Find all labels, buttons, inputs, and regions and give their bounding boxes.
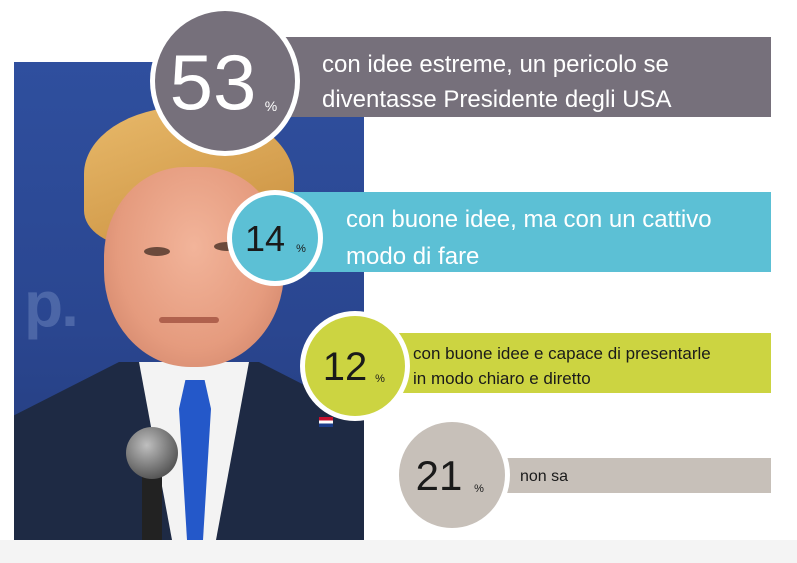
microphone-icon [126,427,178,479]
bar-label-2-line-2: modo di fare [346,243,479,270]
bar-label-4-line-1: non sa [520,468,568,485]
flag-pin [319,417,333,427]
value-circle-2 [232,195,318,281]
value-circle-1 [155,11,295,151]
bar-label-3-line-2: in modo chiaro e diretto [413,369,591,388]
value-label-2: 14 [245,218,285,259]
value-circle-3 [305,316,405,416]
percent-sign-3: % [375,373,385,385]
portrait-photo: p. [14,62,364,540]
percent-sign-1: % [265,98,277,114]
value-label-3: 12 [323,345,368,389]
microphone-stem [142,472,162,540]
bar-label-2-line-1: con buone idee, ma con un cattivo [346,206,712,233]
value-label-1: 53 [170,38,257,126]
bottom-band [0,540,797,563]
bar-label-1-line-2: diventasse Presidente degli USA [322,86,672,113]
photo-background-text: p. [24,268,79,340]
bar-2 [285,192,771,272]
percent-sign-2: % [296,243,306,255]
photo-mouth [159,317,219,323]
bar-label-1-line-1: con idee estreme, un pericolo se [322,51,669,78]
bar-label-3-line-1: con buone idee e capace di presentarle [413,344,711,363]
value-circle-4 [399,422,505,528]
photo-eye-right [214,242,240,251]
value-label-4: 21 [416,452,463,499]
bar-1 [235,37,771,117]
photo-eye-left [144,247,170,256]
bar-3 [360,333,771,393]
bar-4 [460,458,771,493]
percent-sign-4: % [474,483,484,495]
